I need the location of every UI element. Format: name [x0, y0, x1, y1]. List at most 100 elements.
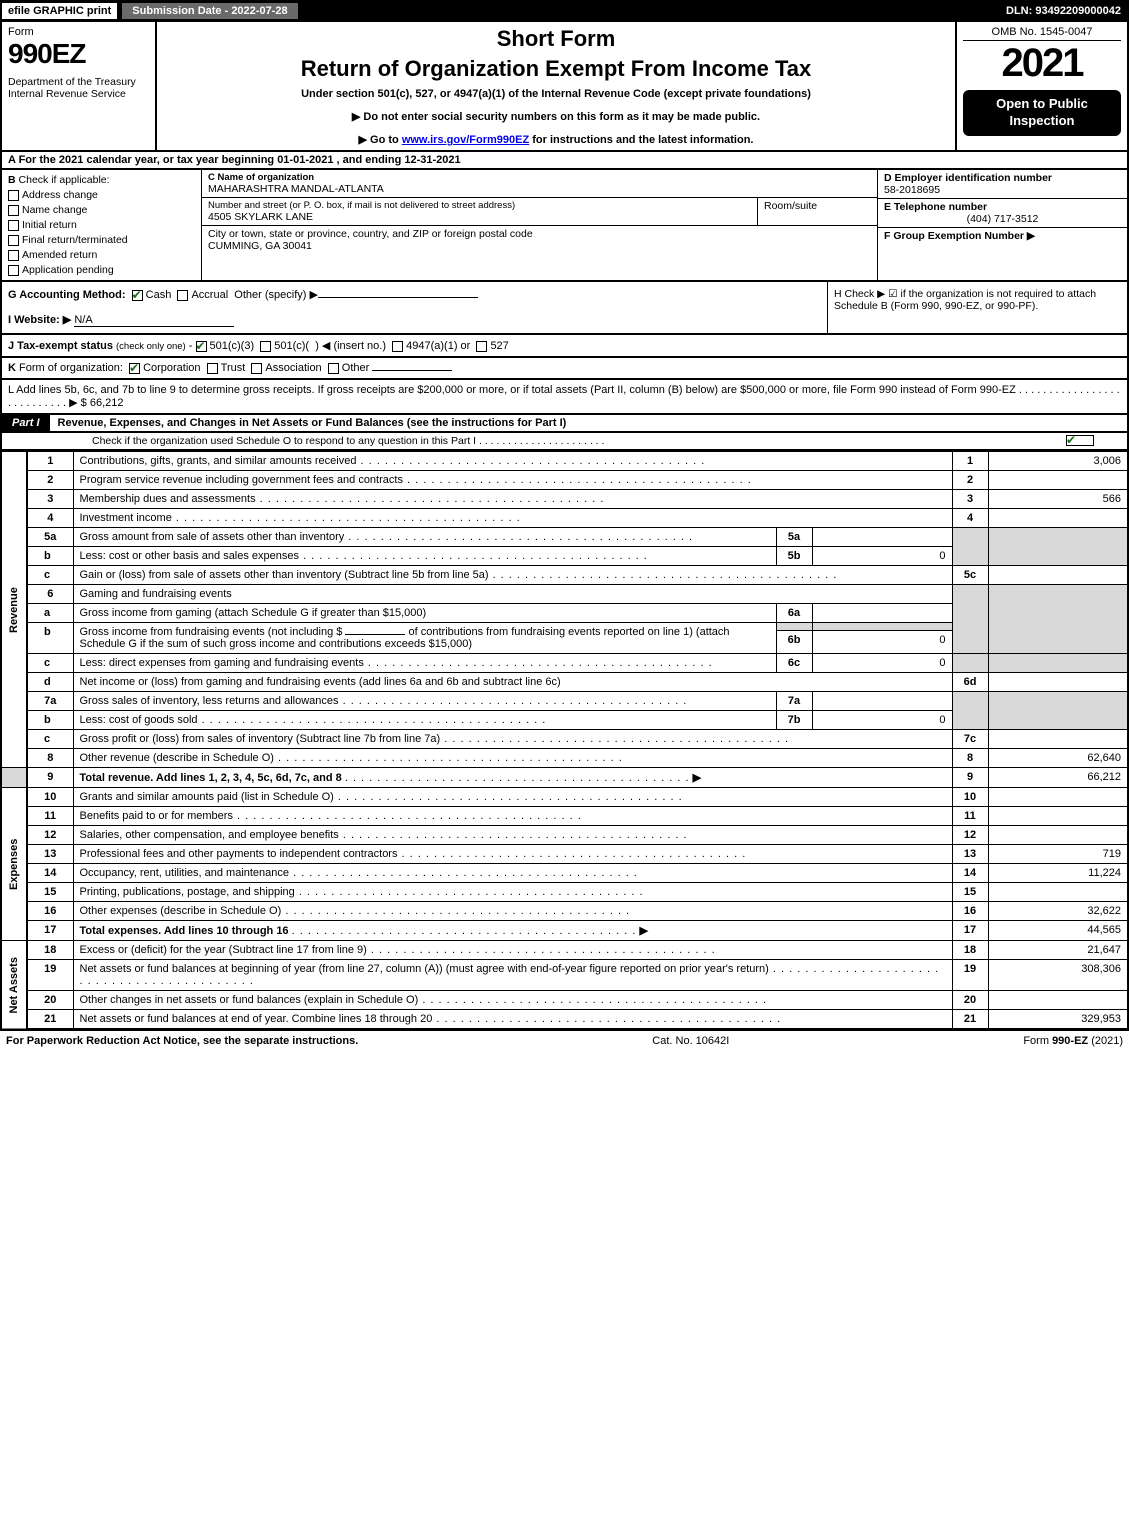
- goto-instructions: ▶ Go to www.irs.gov/Form990EZ for instru…: [165, 133, 947, 146]
- l4-val: [988, 509, 1128, 528]
- l6b-blank[interactable]: [345, 634, 405, 635]
- l8-desc: Other revenue (describe in Schedule O): [80, 752, 623, 764]
- donot-enter-ssn: ▶ Do not enter social security numbers o…: [165, 110, 947, 123]
- section-j: J Tax-exempt status (check only one) - 5…: [0, 335, 1129, 358]
- l5a-desc: Gross amount from sale of assets other t…: [80, 531, 694, 543]
- l6d-rnum: 6d: [952, 673, 988, 692]
- open-to-public: Open to Public Inspection: [963, 90, 1121, 136]
- l5c-desc: Gain or (loss) from sale of assets other…: [80, 569, 838, 581]
- l7b-in: 7b: [776, 711, 812, 730]
- l1-rnum: 1: [952, 452, 988, 471]
- part1-sub-check[interactable]: [1066, 435, 1094, 446]
- chk-501c[interactable]: [260, 341, 271, 352]
- irs-link[interactable]: www.irs.gov/Form990EZ: [402, 134, 529, 146]
- l10-desc: Grants and similar amounts paid (list in…: [80, 791, 683, 803]
- f-label: F Group Exemption Number ▶: [884, 230, 1035, 242]
- l5ab-gray: [952, 528, 988, 566]
- chk-address-change[interactable]: [8, 190, 19, 201]
- l8-val: 62,640: [988, 749, 1128, 768]
- l20-num: 20: [27, 991, 73, 1010]
- l5a-num: 5a: [27, 528, 73, 547]
- l3-val: 566: [988, 490, 1128, 509]
- form-header: Form 990EZ Department of the Treasury In…: [0, 22, 1129, 152]
- l18-rnum: 18: [952, 941, 988, 960]
- chk-association[interactable]: [251, 363, 262, 374]
- part1-title: Revenue, Expenses, and Changes in Net As…: [50, 415, 1127, 431]
- chk-name-change[interactable]: [8, 205, 19, 216]
- chk-501c3[interactable]: [196, 341, 207, 352]
- submission-date: Submission Date - 2022-07-28: [121, 2, 298, 20]
- l6d-desc: Net income or (loss) from gaming and fun…: [73, 673, 952, 692]
- info-grid: B Check if applicable: Address change Na…: [0, 170, 1129, 282]
- chk-amended-return[interactable]: [8, 250, 19, 261]
- header-left: Form 990EZ Department of the Treasury In…: [2, 22, 157, 150]
- chk-application-pending[interactable]: [8, 265, 19, 276]
- form-word: Form: [8, 26, 149, 38]
- b-label: B: [8, 174, 16, 186]
- l19-desc: Net assets or fund balances at beginning…: [80, 963, 940, 987]
- l19-val: 308,306: [988, 960, 1128, 991]
- section-g: G Accounting Method: Cash Accrual Other …: [2, 282, 827, 333]
- l4-num: 4: [27, 509, 73, 528]
- l16-desc: Other expenses (describe in Schedule O): [80, 905, 631, 917]
- l14-desc: Occupancy, rent, utilities, and maintena…: [80, 867, 638, 879]
- other-specify-line[interactable]: [318, 297, 478, 298]
- short-form-title: Short Form: [165, 26, 947, 52]
- l21-num: 21: [27, 1010, 73, 1030]
- part1-table: Revenue 1 Contributions, gifts, grants, …: [0, 451, 1129, 1030]
- l7a-iv: [812, 692, 952, 711]
- l6a-num: a: [27, 604, 73, 623]
- l6a-desc: Gross income from gaming (attach Schedul…: [73, 604, 776, 623]
- l14-val: 11,224: [988, 864, 1128, 883]
- chk-other-org[interactable]: [328, 363, 339, 374]
- l21-desc: Net assets or fund balances at end of ye…: [80, 1013, 782, 1025]
- l5b-iv: 0: [812, 547, 952, 566]
- chk-accrual[interactable]: [177, 290, 188, 301]
- l7b-iv: 0: [812, 711, 952, 730]
- l9-val: 66,212: [988, 768, 1128, 788]
- chk-corporation[interactable]: [129, 363, 140, 374]
- footer-right-post: (2021): [1088, 1035, 1123, 1047]
- l6b-gray-n: [776, 623, 812, 631]
- l15-rnum: 15: [952, 883, 988, 902]
- lbl-name-change: Name change: [22, 204, 87, 216]
- c-label: C Name of organization: [208, 172, 314, 183]
- l7b-desc: Less: cost of goods sold: [80, 714, 547, 726]
- l6d-num: d: [27, 673, 73, 692]
- l5c-rnum: 5c: [952, 566, 988, 585]
- lbl-initial-return: Initial return: [22, 219, 77, 231]
- chk-trust[interactable]: [207, 363, 218, 374]
- l16-rnum: 16: [952, 902, 988, 921]
- l7a-in: 7a: [776, 692, 812, 711]
- l15-num: 15: [27, 883, 73, 902]
- chk-final-return[interactable]: [8, 235, 19, 246]
- chk-initial-return[interactable]: [8, 220, 19, 231]
- l6b-desc1: Gross income from fundraising events (no…: [80, 626, 343, 638]
- l7b-num: b: [27, 711, 73, 730]
- l10-rnum: 10: [952, 788, 988, 807]
- l3-num: 3: [27, 490, 73, 509]
- return-title: Return of Organization Exempt From Incom…: [165, 56, 947, 82]
- l20-val: [988, 991, 1128, 1010]
- chk-4947[interactable]: [392, 341, 403, 352]
- website-value: N/A: [74, 314, 234, 327]
- l5c-val: [988, 566, 1128, 585]
- l5a-in: 5a: [776, 528, 812, 547]
- l14-num: 14: [27, 864, 73, 883]
- section-h: H Check ▶ ☑ if the organization is not r…: [827, 282, 1127, 333]
- l13-val: 719: [988, 845, 1128, 864]
- l15-val: [988, 883, 1128, 902]
- l-value: 66,212: [90, 397, 124, 409]
- l18-val: 21,647: [988, 941, 1128, 960]
- l17-rnum: 17: [952, 921, 988, 941]
- l6b-num: b: [27, 623, 73, 654]
- l-text: L Add lines 5b, 6c, and 7b to line 9 to …: [8, 384, 1120, 409]
- b-title: Check if applicable:: [19, 174, 110, 186]
- side-net-assets: Net Assets: [1, 941, 27, 1030]
- chk-527[interactable]: [476, 341, 487, 352]
- city-label: City or town, state or province, country…: [208, 228, 871, 240]
- other-org-line[interactable]: [372, 370, 452, 371]
- l10-val: [988, 788, 1128, 807]
- chk-cash[interactable]: [132, 290, 143, 301]
- l4-rnum: 4: [952, 509, 988, 528]
